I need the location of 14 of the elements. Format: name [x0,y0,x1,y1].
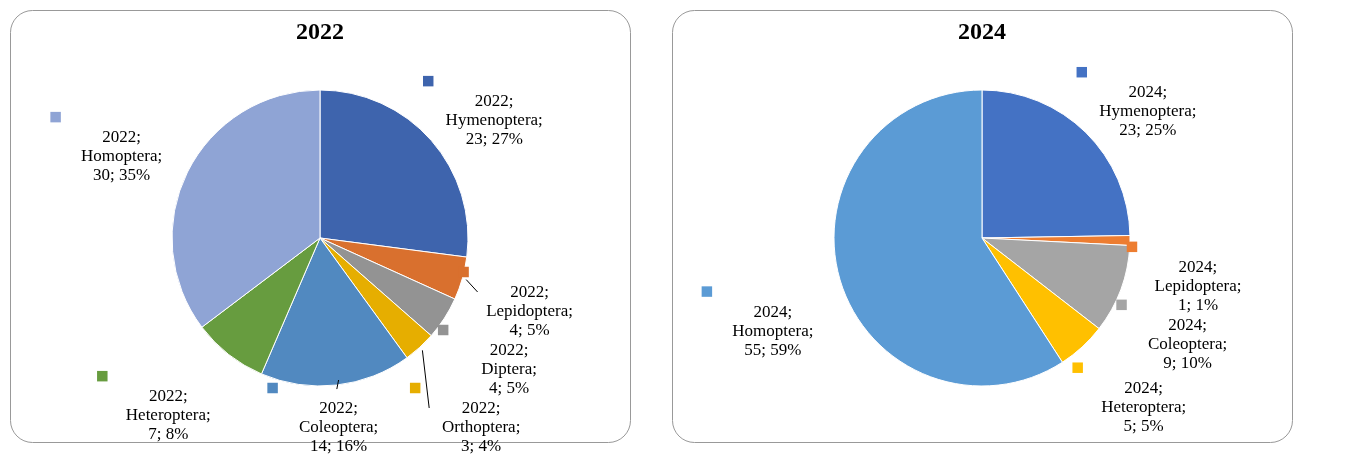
data-label: 2022; Lepidoptera; 4; 5% [486,282,574,339]
data-label: 2022; Orthoptera; 3; 4% [442,398,521,455]
data-label: 2024; Lepidoptera; 1; 1% [1154,256,1242,314]
data-label: 2024; Hymenoptera; 23; 25% [1099,82,1197,140]
data-label: 2024; Coleoptera; 9; 10% [1147,314,1228,372]
chart-title: 2024 [958,18,1006,44]
chart-title: 2022 [296,18,344,44]
data-label: 2024; Homoptera; 55; 59% [732,301,814,359]
data-label: 2022; Hymenoptera; 23; 27% [445,91,543,149]
data-label: 2022; Heteroptera; 7; 8% [125,386,211,444]
data-label: 2022; Diptera; 4; 5% [481,340,538,397]
data-label: 2022; Homoptera; 30; 35% [81,127,163,185]
data-label: 2022; Coleoptera; 14; 16% [298,398,379,455]
data-label: 2024; Heteroptera; 5; 5% [1101,377,1187,435]
